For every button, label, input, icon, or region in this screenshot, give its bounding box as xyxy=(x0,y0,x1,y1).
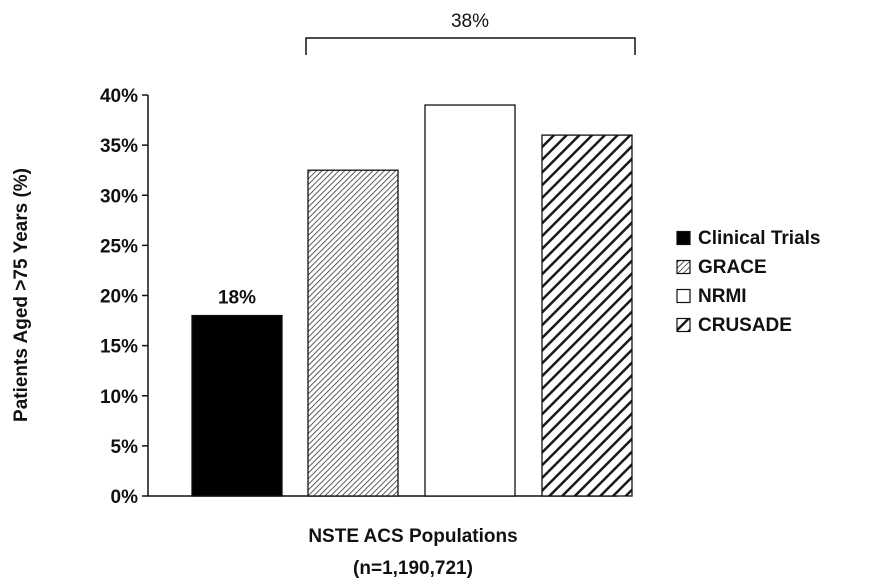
y-tick-label: 30% xyxy=(100,186,138,207)
bar-value-label: 18% xyxy=(218,288,256,309)
legend-label-grace: GRACE xyxy=(698,257,767,278)
y-axis-label: Patients Aged >75 Years (%) xyxy=(11,168,32,422)
bar-grace xyxy=(307,169,399,497)
x-axis-label-line2: (n=1,190,721) xyxy=(353,558,473,579)
x-axis-label-line1: NSTE ACS Populations xyxy=(308,526,517,547)
y-tick-label: 15% xyxy=(100,337,138,358)
bar-clinical-trials xyxy=(191,314,283,497)
y-tick-label: 5% xyxy=(111,437,139,458)
legend-swatch-crusade xyxy=(676,317,691,333)
bar-crusade xyxy=(541,134,633,497)
bar-nrmi xyxy=(424,104,516,497)
legend-swatch-nrmi xyxy=(676,288,691,304)
y-tick-label: 40% xyxy=(100,86,138,107)
legend-swatch-clinical-trials xyxy=(676,230,691,246)
legend-label-crusade: CRUSADE xyxy=(698,315,792,336)
y-tick-label: 0% xyxy=(111,487,139,508)
legend-label-nrmi: NRMI xyxy=(698,286,747,307)
registry-bracket xyxy=(305,37,636,55)
legend-swatch-grace xyxy=(676,259,691,275)
y-tick-label: 35% xyxy=(100,136,138,157)
y-tick-label: 10% xyxy=(100,387,138,408)
bracket-label: 38% xyxy=(451,11,489,32)
y-tick-label: 20% xyxy=(100,287,138,308)
legend-label-clinical-trials: Clinical Trials xyxy=(698,228,821,249)
y-tick-label: 25% xyxy=(100,236,138,257)
